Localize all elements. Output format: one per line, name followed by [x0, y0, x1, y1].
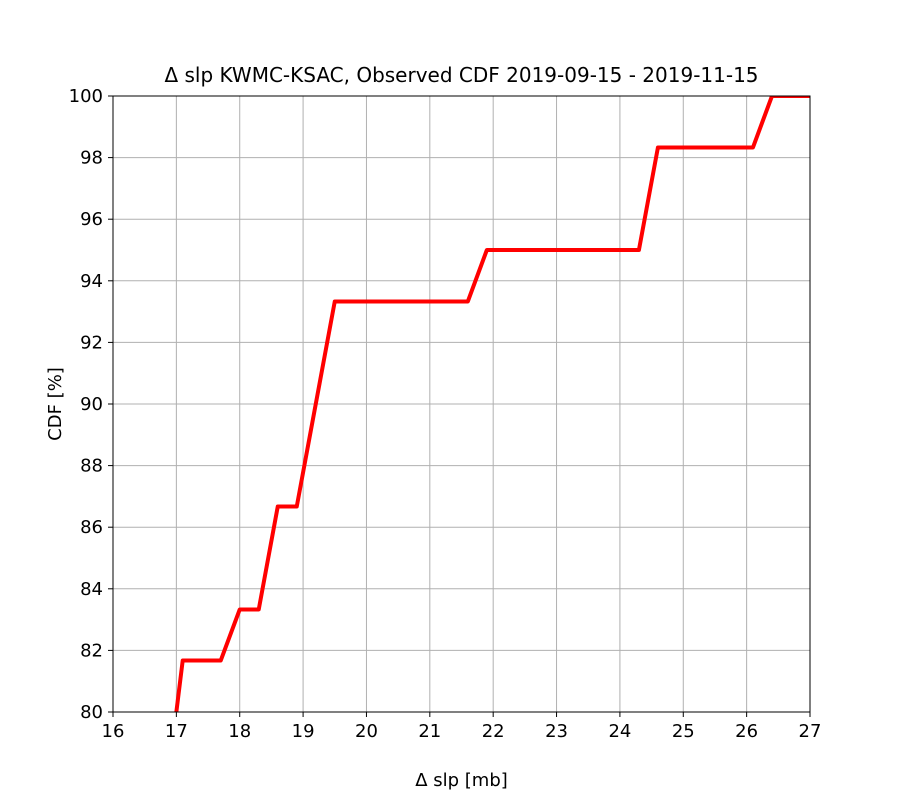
y-tick-label: 100 [69, 86, 103, 107]
x-tick-label: 18 [228, 721, 251, 742]
y-tick-label: 94 [80, 271, 103, 292]
x-tick-label: 23 [545, 721, 568, 742]
x-tick-label: 19 [292, 721, 315, 742]
cdf-series-line [174, 96, 810, 712]
x-axis-label: Δ slp [mb] [415, 770, 508, 791]
x-tick-label: 26 [735, 721, 758, 742]
y-tick-label: 82 [80, 640, 103, 661]
y-tick-label: 86 [80, 517, 103, 538]
x-tick-label: 16 [102, 721, 125, 742]
x-tick-label: 22 [482, 721, 505, 742]
y-tick-label: 84 [80, 579, 103, 600]
x-tick-label: 27 [799, 721, 822, 742]
grid-lines [112, 95, 811, 713]
axis-ticks: 16 17 18 19 20 21 22 23 24 25 26 27 80 82 84 86 88 90 92 94… [69, 86, 822, 742]
x-tick-label: 20 [355, 721, 378, 742]
x-tick-label: 21 [418, 721, 441, 742]
y-axis-label: CDF [%] [45, 367, 66, 441]
y-tick-label: 92 [80, 332, 103, 353]
x-tick-label: 25 [672, 721, 695, 742]
series-layer [174, 96, 810, 712]
x-tick-label: 24 [608, 721, 631, 742]
y-tick-label: 96 [80, 209, 103, 230]
x-tick-label: 17 [165, 721, 188, 742]
chart-title: Δ slp KWMC-KSAC, Observed CDF 2019-09-15… [164, 63, 758, 87]
y-tick-label: 90 [80, 394, 103, 415]
y-tick-label: 80 [80, 702, 103, 723]
y-tick-label: 88 [80, 456, 103, 477]
y-tick-label: 98 [80, 148, 103, 169]
